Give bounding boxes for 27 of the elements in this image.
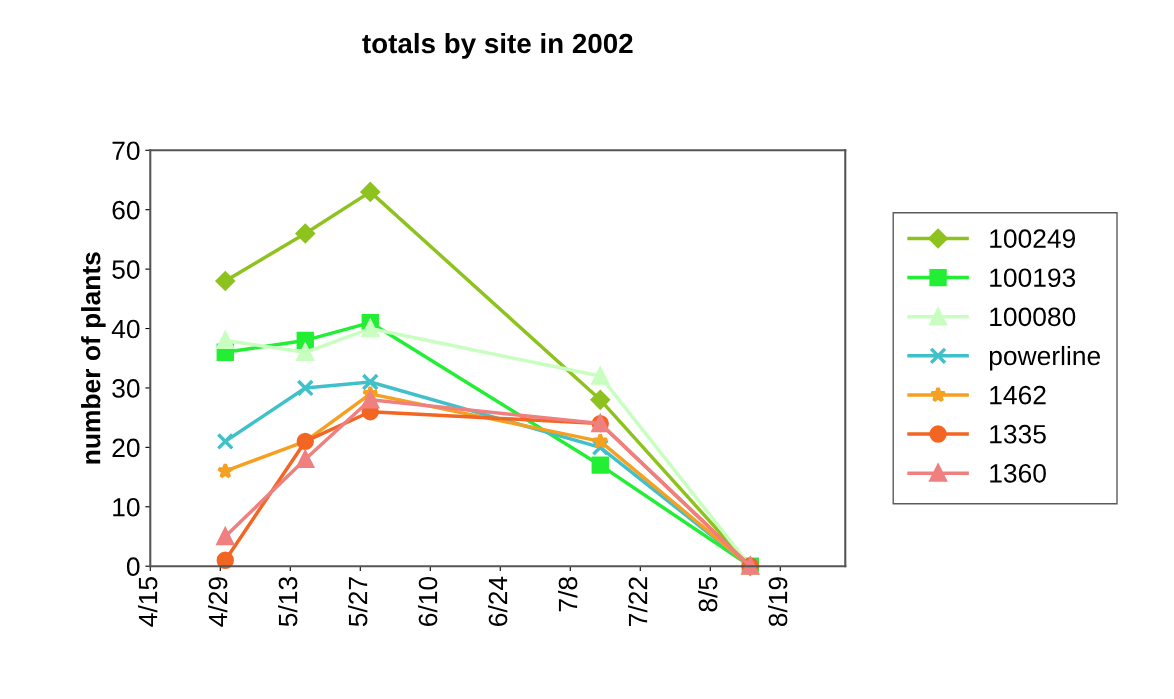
y-tick-label: 70 [112, 141, 140, 161]
x-tick-label: 4/29 [207, 577, 228, 627]
y-tick-label: 40 [111, 319, 140, 339]
legend-label: powerline [989, 345, 1100, 371]
legend-label: 1360 [990, 463, 1046, 483]
chart-title: totals by site in 2002 [362, 32, 633, 59]
legend-label: 1462 [990, 385, 1046, 405]
x-tick-label: 5/27 [347, 577, 368, 627]
y-tick-label: 20 [112, 438, 140, 458]
x-tick-label: 7/8 [557, 577, 578, 612]
y-axis-title: number of plants [81, 252, 106, 464]
legend-label: 100249 [990, 229, 1076, 248]
legend-label: 100193 [990, 268, 1076, 288]
y-tick-label: 30 [112, 379, 140, 398]
x-tick-label: 5/13 [277, 577, 298, 627]
y-tick-label: 50 [112, 260, 140, 279]
x-tick-label: 7/22 [627, 577, 648, 626]
x-tick-label: 4/15 [137, 577, 158, 627]
x-tick-label: 6/24 [487, 576, 508, 626]
y-tick-label: 10 [113, 497, 140, 517]
x-tick-label: 8/19 [767, 577, 788, 627]
legend-label: 1335 [990, 424, 1046, 444]
legend-label: 100080 [990, 307, 1076, 327]
x-tick-label: 8/5 [697, 577, 718, 612]
x-tick-label: 6/10 [417, 576, 438, 626]
y-tick-label: 60 [112, 200, 140, 220]
y-tick-label: 0 [126, 557, 140, 577]
